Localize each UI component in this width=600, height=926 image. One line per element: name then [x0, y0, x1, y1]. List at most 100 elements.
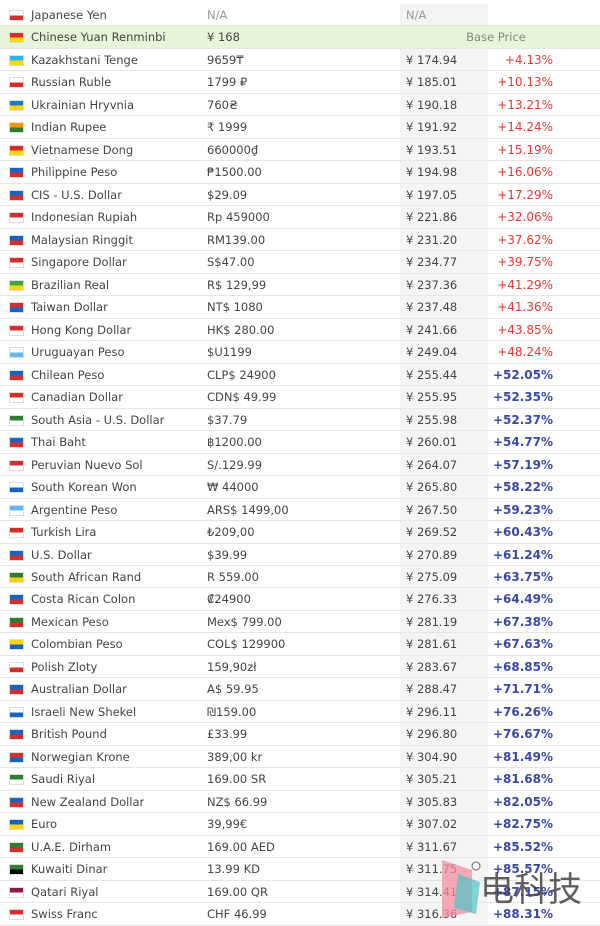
table-row: British Pound £33.99 ¥ 296.80 +76.67% — [0, 723, 600, 746]
currency-name: Polish Zloty — [31, 659, 98, 674]
flag-icon — [10, 887, 23, 897]
currency-name: Peruvian Nuevo Sol — [31, 457, 143, 472]
local-price: 159,90zł — [207, 659, 257, 674]
local-price: RM139.00 — [207, 232, 266, 247]
price-change: +37.62% — [497, 232, 553, 247]
local-price: 169.00 QR — [207, 884, 268, 899]
flag-icon — [10, 258, 23, 268]
column-shade — [400, 161, 488, 183]
price-change: +17.29% — [497, 187, 553, 202]
currency-name: Russian Ruble — [31, 75, 112, 90]
currency-name: Costa Rican Colon — [31, 592, 136, 607]
converted-price: ¥ 307.02 — [406, 817, 458, 832]
price-change: +81.68% — [492, 772, 553, 787]
column-shade — [400, 678, 488, 700]
price-change: +52.37% — [492, 412, 553, 427]
local-price: ARS$ 1499,00 — [207, 502, 289, 517]
flag-icon — [10, 550, 23, 560]
flag-icon — [10, 662, 23, 672]
flag-icon — [10, 685, 23, 695]
local-price: 760₴ — [207, 97, 238, 112]
flag-icon — [10, 483, 23, 493]
price-change: +14.24% — [497, 120, 553, 135]
flag-icon — [10, 123, 23, 133]
converted-price: ¥ 241.66 — [406, 322, 458, 337]
local-price: $37.79 — [207, 412, 248, 427]
table-row: CIS - U.S. Dollar $29.09 ¥ 197.05 +17.29% — [0, 183, 600, 207]
price-change: +81.49% — [492, 749, 553, 764]
local-price: 39,99€ — [207, 817, 248, 832]
price-change: +13.21% — [497, 97, 553, 112]
converted-price: ¥ 174.94 — [406, 52, 458, 67]
currency-name: Norwegian Krone — [31, 749, 130, 764]
column-shade — [400, 386, 488, 408]
currency-name: Malaysian Ringgit — [31, 232, 133, 247]
column-shade — [400, 318, 488, 341]
watermark-logo — [442, 860, 481, 918]
local-price: ₹ 1999 — [207, 120, 248, 135]
currency-name: Kazakhstani Tenge — [31, 52, 138, 67]
flag-icon — [10, 145, 23, 155]
table-row: Norwegian Krone 389,00 kr ¥ 304.90 +81.49% — [0, 745, 600, 769]
local-price: N/A — [207, 8, 228, 22]
flag-icon — [10, 11, 23, 20]
local-price: 13.99 KD — [207, 862, 260, 877]
converted-price: ¥ 255.98 — [406, 412, 458, 427]
table-row: Australian Dollar A$ 59.95 ¥ 288.47 +71.71% — [0, 678, 600, 701]
local-price: 169.00 SR — [207, 772, 267, 787]
table-row: South Korean Won ₩ 44000 ¥ 265.80 +58.22% — [0, 476, 600, 499]
local-price: ₺209,00 — [207, 525, 255, 540]
column-shade — [400, 116, 488, 138]
currency-name: South African Rand — [31, 570, 142, 584]
converted-price: ¥ 269.52 — [406, 525, 458, 540]
table-row: Chinese Yuan Renminbi ¥ 168 Base Price — [0, 26, 600, 49]
flag-icon — [10, 213, 23, 223]
flag-icon — [10, 438, 23, 448]
column-shade — [400, 48, 488, 71]
table-row: Indonesian Rupiah Rp 459000 ¥ 221.86 +32.06… — [0, 206, 600, 229]
currency-name: Colombian Peso — [31, 637, 123, 652]
price-change: +32.06% — [497, 210, 553, 225]
currency-name: CIS - U.S. Dollar — [31, 187, 122, 202]
converted-price: ¥ 296.11 — [406, 704, 458, 719]
flag-icon — [10, 865, 23, 875]
flag-icon — [10, 33, 23, 43]
price-change: +68.85% — [492, 659, 553, 674]
currency-name: Israeli New Shekel — [31, 704, 137, 719]
local-price: HK$ 280.00 — [207, 322, 275, 337]
currency-name: Indian Rupee — [31, 120, 107, 135]
converted-price: ¥ 191.92 — [406, 120, 458, 135]
local-price: CDN$ 49.99 — [207, 390, 277, 405]
currency-name: Hong Kong Dollar — [31, 322, 132, 337]
local-price: Mex$ 799.00 — [207, 614, 282, 629]
table-row: U.S. Dollar $39.99 ¥ 270.89 +61.24% — [0, 543, 600, 566]
price-change: +57.19% — [492, 457, 553, 472]
flag-icon — [10, 707, 23, 717]
column-shade — [400, 228, 488, 251]
table-row: Thai Baht ฿1200.00 ¥ 260.01 +54.77% — [0, 431, 600, 454]
currency-name: Kuwaiti Dinar — [31, 862, 108, 877]
converted-price: ¥ 296.80 — [406, 727, 458, 742]
local-price: ฿1200.00 — [207, 435, 262, 450]
converted-price: N/A — [406, 8, 427, 22]
converted-price: ¥ 237.48 — [406, 300, 458, 315]
column-shade — [400, 296, 488, 318]
price-change: +58.22% — [492, 480, 553, 495]
price-change: +16.06% — [497, 165, 553, 180]
column-shade — [400, 363, 488, 386]
flag-icon — [10, 460, 23, 470]
price-change: +76.67% — [492, 727, 553, 742]
table-row: Japanese Yen N/A N/A — [0, 4, 600, 27]
price-change: +60.43% — [492, 525, 553, 540]
price-change: +67.63% — [492, 637, 553, 652]
converted-price: ¥ 311.67 — [406, 839, 458, 854]
column-shade — [400, 588, 488, 610]
flag-icon — [10, 505, 23, 515]
local-price: ¥ 168 — [207, 30, 240, 45]
local-price: 9659₸ — [207, 52, 244, 67]
flag-icon — [10, 78, 23, 88]
converted-price: ¥ 264.07 — [406, 457, 458, 472]
local-price: $U1199 — [207, 345, 253, 360]
local-price: S$47.00 — [207, 255, 255, 270]
converted-price: ¥ 190.18 — [406, 97, 458, 112]
